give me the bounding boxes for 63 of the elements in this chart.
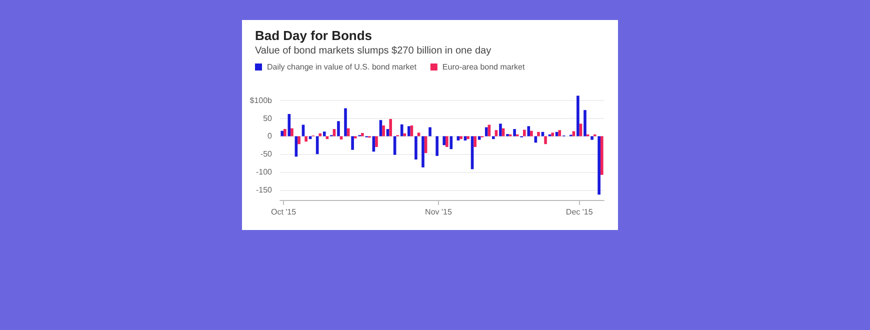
bar: [340, 136, 343, 140]
y-tick-label: -100: [256, 168, 273, 177]
bar: [361, 132, 364, 136]
chart-title: Bad Day for Bonds: [255, 28, 372, 43]
bar: [414, 136, 418, 160]
y-tick-label: -50: [260, 150, 273, 159]
bar: [466, 136, 470, 140]
bar: [598, 136, 600, 195]
x-tick-label: Nov '15: [425, 208, 452, 216]
bar: [288, 114, 291, 136]
bar: [576, 96, 580, 136]
bar: [407, 126, 410, 136]
x-tick-label: Dec '15: [566, 208, 594, 216]
bar: [530, 130, 533, 136]
bar: [484, 127, 488, 136]
bar: [389, 119, 392, 136]
y-tick-label: -150: [256, 185, 273, 194]
chart-subtitle: Value of bond markets slumps $270 billion in one day: [255, 46, 492, 56]
bar: [551, 132, 554, 136]
bar: [318, 133, 322, 136]
bar: [456, 136, 460, 141]
bar: [375, 136, 378, 147]
bar: [523, 130, 526, 136]
bar: [436, 136, 438, 156]
bar: [280, 130, 284, 136]
bar: [499, 124, 502, 136]
bar: [298, 136, 300, 144]
bar: [428, 127, 432, 136]
bar: [584, 110, 586, 136]
bar: [326, 136, 329, 140]
y-tick-label: 50: [263, 114, 273, 123]
bar: [284, 129, 286, 136]
bar: [393, 136, 396, 155]
bar: [537, 132, 540, 136]
bar: [527, 126, 530, 136]
bar: [304, 136, 308, 142]
bar: [344, 108, 347, 136]
bar: [464, 136, 467, 141]
bar: [446, 136, 448, 147]
bar: [474, 136, 477, 147]
x-tick-label: Oct '15: [270, 208, 297, 216]
bar: [460, 136, 462, 140]
bar: [558, 130, 562, 136]
bar: [513, 129, 516, 136]
y-tick-label: 0: [268, 132, 273, 141]
bar: [308, 136, 312, 140]
bar: [290, 128, 294, 136]
bar: [492, 136, 495, 140]
bar: [544, 136, 547, 144]
bar: [478, 136, 481, 140]
bar: [382, 125, 385, 136]
legend-label: Euro-area bond market: [442, 62, 526, 72]
bar: [600, 136, 604, 175]
bar: [351, 136, 354, 150]
y-tick-label: $100b: [250, 96, 273, 105]
bar: [590, 136, 594, 140]
bar: [450, 136, 453, 150]
legend-label: Daily change in value of U.S. bond market: [267, 62, 418, 72]
bar: [422, 136, 424, 168]
bar: [400, 124, 404, 136]
bar: [337, 121, 340, 136]
bar: [442, 136, 446, 146]
bar: [322, 132, 326, 136]
